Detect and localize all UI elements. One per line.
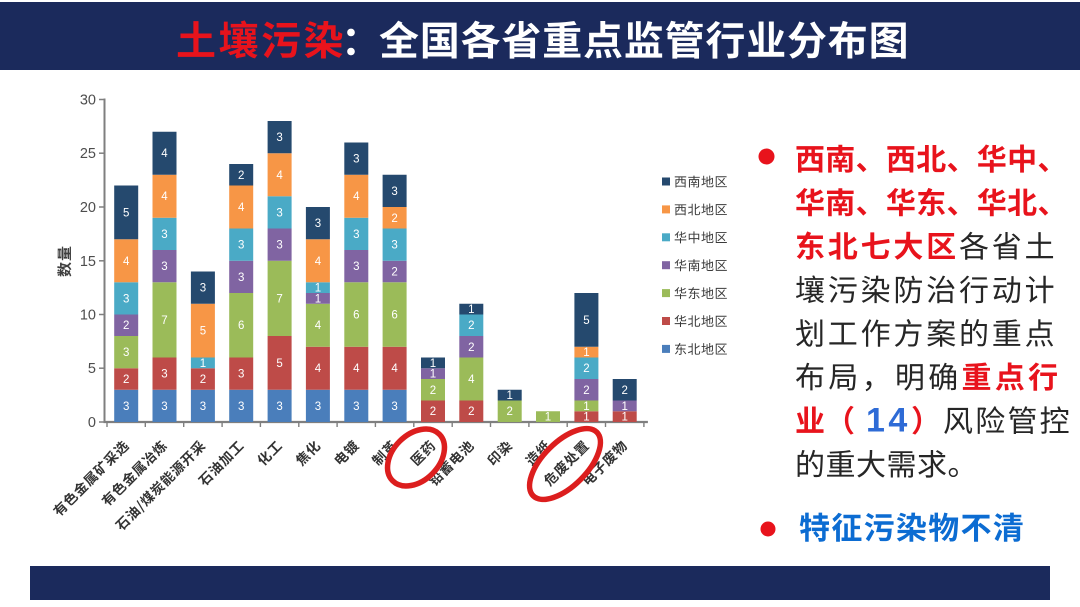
svg-text:2: 2 bbox=[468, 406, 474, 418]
svg-text:3: 3 bbox=[123, 293, 129, 305]
svg-text:1: 1 bbox=[200, 358, 206, 370]
svg-text:3: 3 bbox=[123, 401, 129, 413]
svg-text:2: 2 bbox=[506, 406, 512, 418]
svg-text:3: 3 bbox=[238, 240, 244, 252]
svg-text:1: 1 bbox=[315, 293, 321, 305]
svg-text:7: 7 bbox=[276, 293, 282, 305]
svg-text:4: 4 bbox=[468, 374, 475, 386]
svg-text:2: 2 bbox=[583, 363, 589, 375]
svg-text:4: 4 bbox=[315, 363, 322, 375]
svg-text:3: 3 bbox=[238, 369, 244, 381]
svg-text:1: 1 bbox=[468, 304, 474, 316]
svg-text:3: 3 bbox=[315, 218, 321, 230]
svg-text:2: 2 bbox=[238, 170, 244, 182]
svg-text:2: 2 bbox=[621, 385, 627, 397]
svg-text:20: 20 bbox=[80, 200, 96, 216]
svg-text:3: 3 bbox=[200, 401, 206, 413]
svg-text:4: 4 bbox=[276, 170, 283, 182]
svg-text:3: 3 bbox=[391, 401, 397, 413]
svg-text:0: 0 bbox=[88, 415, 96, 431]
svg-text:3: 3 bbox=[391, 186, 397, 198]
svg-text:3: 3 bbox=[391, 240, 397, 252]
svg-text:1: 1 bbox=[583, 401, 589, 413]
svg-text:3: 3 bbox=[276, 132, 282, 144]
svg-text:1: 1 bbox=[583, 412, 589, 424]
svg-text:2: 2 bbox=[391, 213, 397, 225]
svg-text:4: 4 bbox=[391, 363, 398, 375]
svg-text:5: 5 bbox=[583, 315, 589, 327]
svg-text:3: 3 bbox=[276, 207, 282, 219]
svg-text:4: 4 bbox=[238, 202, 245, 214]
svg-text:25: 25 bbox=[80, 146, 96, 162]
svg-text:3: 3 bbox=[276, 401, 282, 413]
svg-text:6: 6 bbox=[353, 310, 359, 322]
svg-text:5: 5 bbox=[88, 361, 96, 377]
svg-text:1: 1 bbox=[621, 401, 627, 413]
svg-text:1: 1 bbox=[430, 369, 436, 381]
svg-text:2: 2 bbox=[430, 406, 436, 418]
svg-text:6: 6 bbox=[391, 310, 397, 322]
svg-text:3: 3 bbox=[161, 369, 167, 381]
svg-text:3: 3 bbox=[353, 261, 359, 273]
svg-text:30: 30 bbox=[80, 93, 96, 109]
svg-text:3: 3 bbox=[276, 240, 282, 252]
svg-text:3: 3 bbox=[161, 229, 167, 241]
svg-text:15: 15 bbox=[80, 254, 96, 270]
svg-text:5: 5 bbox=[123, 207, 129, 219]
svg-text:3: 3 bbox=[200, 283, 206, 295]
svg-text:4: 4 bbox=[161, 148, 168, 160]
svg-text:4: 4 bbox=[161, 191, 168, 203]
svg-text:4: 4 bbox=[353, 191, 360, 203]
svg-text:1: 1 bbox=[545, 412, 551, 424]
svg-text:1: 1 bbox=[621, 412, 627, 424]
svg-text:1: 1 bbox=[315, 283, 321, 295]
svg-text:5: 5 bbox=[276, 358, 282, 370]
svg-text:1: 1 bbox=[430, 358, 436, 370]
svg-text:7: 7 bbox=[161, 315, 167, 327]
svg-text:1: 1 bbox=[583, 347, 589, 359]
svg-text:3: 3 bbox=[161, 261, 167, 273]
svg-text:2: 2 bbox=[391, 267, 397, 279]
svg-text:10: 10 bbox=[80, 308, 96, 324]
svg-text:4: 4 bbox=[315, 320, 322, 332]
svg-text:2: 2 bbox=[123, 374, 129, 386]
svg-text:3: 3 bbox=[315, 401, 321, 413]
svg-text:3: 3 bbox=[353, 401, 359, 413]
svg-text:4: 4 bbox=[315, 256, 322, 268]
svg-text:2: 2 bbox=[468, 320, 474, 332]
svg-text:2: 2 bbox=[123, 320, 129, 332]
svg-text:3: 3 bbox=[123, 347, 129, 359]
svg-text:3: 3 bbox=[353, 154, 359, 166]
svg-text:14: 14 bbox=[866, 402, 911, 440]
svg-text:4: 4 bbox=[123, 256, 130, 268]
svg-text:4: 4 bbox=[353, 363, 360, 375]
svg-text:6: 6 bbox=[238, 320, 244, 332]
svg-text:2: 2 bbox=[430, 385, 436, 397]
svg-text:3: 3 bbox=[238, 272, 244, 284]
svg-text:2: 2 bbox=[468, 342, 474, 354]
svg-text:3: 3 bbox=[161, 401, 167, 413]
svg-text:3: 3 bbox=[353, 229, 359, 241]
svg-text:2: 2 bbox=[200, 374, 206, 386]
svg-text:5: 5 bbox=[200, 326, 206, 338]
svg-text:2: 2 bbox=[583, 385, 589, 397]
svg-text:3: 3 bbox=[238, 401, 244, 413]
svg-text:1: 1 bbox=[506, 390, 512, 402]
